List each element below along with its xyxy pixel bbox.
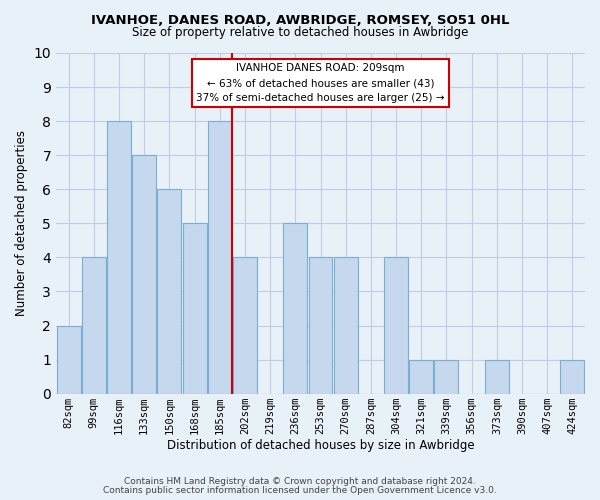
- Bar: [56, 326, 80, 394]
- Bar: [132, 155, 156, 394]
- X-axis label: Distribution of detached houses by size in Awbridge: Distribution of detached houses by size …: [167, 440, 475, 452]
- Bar: [208, 121, 232, 394]
- Text: Contains HM Land Registry data © Crown copyright and database right 2024.: Contains HM Land Registry data © Crown c…: [124, 477, 476, 486]
- Bar: [409, 360, 433, 394]
- Bar: [434, 360, 458, 394]
- Bar: [283, 224, 307, 394]
- Bar: [107, 121, 131, 394]
- Text: IVANHOE, DANES ROAD, AWBRIDGE, ROMSEY, SO51 0HL: IVANHOE, DANES ROAD, AWBRIDGE, ROMSEY, S…: [91, 14, 509, 27]
- Bar: [384, 258, 408, 394]
- Bar: [560, 360, 584, 394]
- Bar: [82, 258, 106, 394]
- Text: Contains public sector information licensed under the Open Government Licence v3: Contains public sector information licen…: [103, 486, 497, 495]
- Bar: [485, 360, 509, 394]
- Y-axis label: Number of detached properties: Number of detached properties: [15, 130, 28, 316]
- Bar: [334, 258, 358, 394]
- Bar: [182, 224, 206, 394]
- Bar: [308, 258, 332, 394]
- Bar: [233, 258, 257, 394]
- Text: Size of property relative to detached houses in Awbridge: Size of property relative to detached ho…: [132, 26, 468, 39]
- Bar: [157, 190, 181, 394]
- Text: IVANHOE DANES ROAD: 209sqm
← 63% of detached houses are smaller (43)
37% of semi: IVANHOE DANES ROAD: 209sqm ← 63% of deta…: [196, 63, 445, 103]
